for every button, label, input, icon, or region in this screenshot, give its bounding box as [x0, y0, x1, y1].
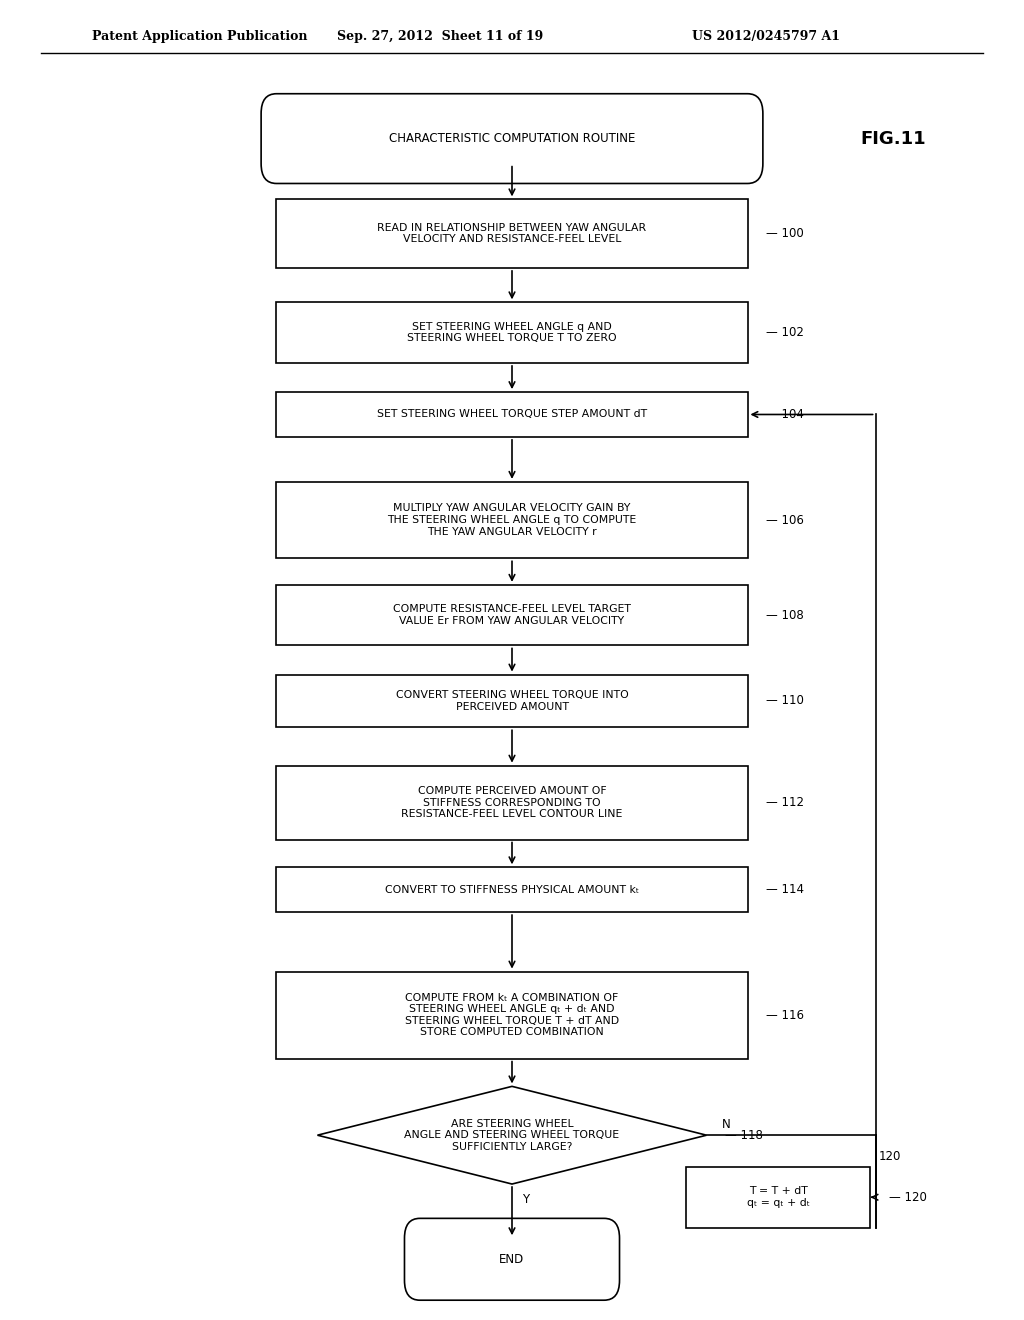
Text: Sep. 27, 2012  Sheet 11 of 19: Sep. 27, 2012 Sheet 11 of 19: [337, 30, 544, 44]
Bar: [276, 585, 748, 645]
Text: Patent Application Publication: Patent Application Publication: [92, 30, 307, 44]
Text: — 102: — 102: [766, 326, 804, 339]
FancyBboxPatch shape: [404, 1218, 620, 1300]
Text: Y: Y: [522, 1193, 529, 1206]
Text: — 112: — 112: [766, 796, 804, 809]
Text: — 116: — 116: [766, 1008, 804, 1022]
Text: — 106: — 106: [766, 513, 804, 527]
FancyBboxPatch shape: [261, 94, 763, 183]
Text: — 114: — 114: [766, 883, 804, 896]
Text: N: N: [722, 1118, 731, 1131]
Text: SET STEERING WHEEL TORQUE STEP AMOUNT dT: SET STEERING WHEEL TORQUE STEP AMOUNT dT: [377, 409, 647, 420]
Bar: [276, 482, 748, 558]
Bar: [276, 675, 748, 727]
Bar: [276, 392, 748, 437]
Text: CONVERT STEERING WHEEL TORQUE INTO
PERCEIVED AMOUNT: CONVERT STEERING WHEEL TORQUE INTO PERCE…: [395, 690, 629, 711]
Text: — 110: — 110: [766, 694, 804, 708]
Text: COMPUTE FROM kₜ A COMBINATION OF
STEERING WHEEL ANGLE qₜ + dₜ AND
STEERING WHEEL: COMPUTE FROM kₜ A COMBINATION OF STEERIN…: [404, 993, 620, 1038]
Text: ARE STEERING WHEEL
ANGLE AND STEERING WHEEL TORQUE
SUFFICIENTLY LARGE?: ARE STEERING WHEEL ANGLE AND STEERING WH…: [404, 1118, 620, 1152]
Text: COMPUTE PERCEIVED AMOUNT OF
STIFFNESS CORRESPONDING TO
RESISTANCE-FEEL LEVEL CON: COMPUTE PERCEIVED AMOUNT OF STIFFNESS CO…: [401, 785, 623, 820]
Text: READ IN RELATIONSHIP BETWEEN YAW ANGULAR
VELOCITY AND RESISTANCE-FEEL LEVEL: READ IN RELATIONSHIP BETWEEN YAW ANGULAR…: [378, 223, 646, 244]
Text: MULTIPLY YAW ANGULAR VELOCITY GAIN BY
THE STEERING WHEEL ANGLE q TO COMPUTE
THE : MULTIPLY YAW ANGULAR VELOCITY GAIN BY TH…: [387, 503, 637, 537]
Text: US 2012/0245797 A1: US 2012/0245797 A1: [691, 30, 840, 44]
Bar: [276, 766, 748, 840]
Bar: [276, 867, 748, 912]
Bar: [276, 302, 748, 363]
Text: SET STEERING WHEEL ANGLE q AND
STEERING WHEEL TORQUE T TO ZERO: SET STEERING WHEEL ANGLE q AND STEERING …: [408, 322, 616, 343]
Text: — 100: — 100: [766, 227, 804, 240]
Text: T = T + dT
qₜ = qₜ + dₜ: T = T + dT qₜ = qₜ + dₜ: [746, 1187, 810, 1208]
Bar: [686, 1167, 870, 1228]
Text: 120: 120: [879, 1150, 901, 1163]
Text: FIG.11: FIG.11: [860, 129, 926, 148]
Text: COMPUTE RESISTANCE-FEEL LEVEL TARGET
VALUE Er FROM YAW ANGULAR VELOCITY: COMPUTE RESISTANCE-FEEL LEVEL TARGET VAL…: [393, 605, 631, 626]
Text: — 118: — 118: [725, 1129, 763, 1142]
Text: CONVERT TO STIFFNESS PHYSICAL AMOUNT kₜ: CONVERT TO STIFFNESS PHYSICAL AMOUNT kₜ: [385, 884, 639, 895]
Text: CHARACTERISTIC COMPUTATION ROUTINE: CHARACTERISTIC COMPUTATION ROUTINE: [389, 132, 635, 145]
Polygon shape: [317, 1086, 707, 1184]
Text: — 104: — 104: [766, 408, 804, 421]
Text: — 120: — 120: [889, 1191, 927, 1204]
Bar: [276, 199, 748, 268]
Text: END: END: [500, 1253, 524, 1266]
Bar: [276, 972, 748, 1059]
Text: — 108: — 108: [766, 609, 804, 622]
